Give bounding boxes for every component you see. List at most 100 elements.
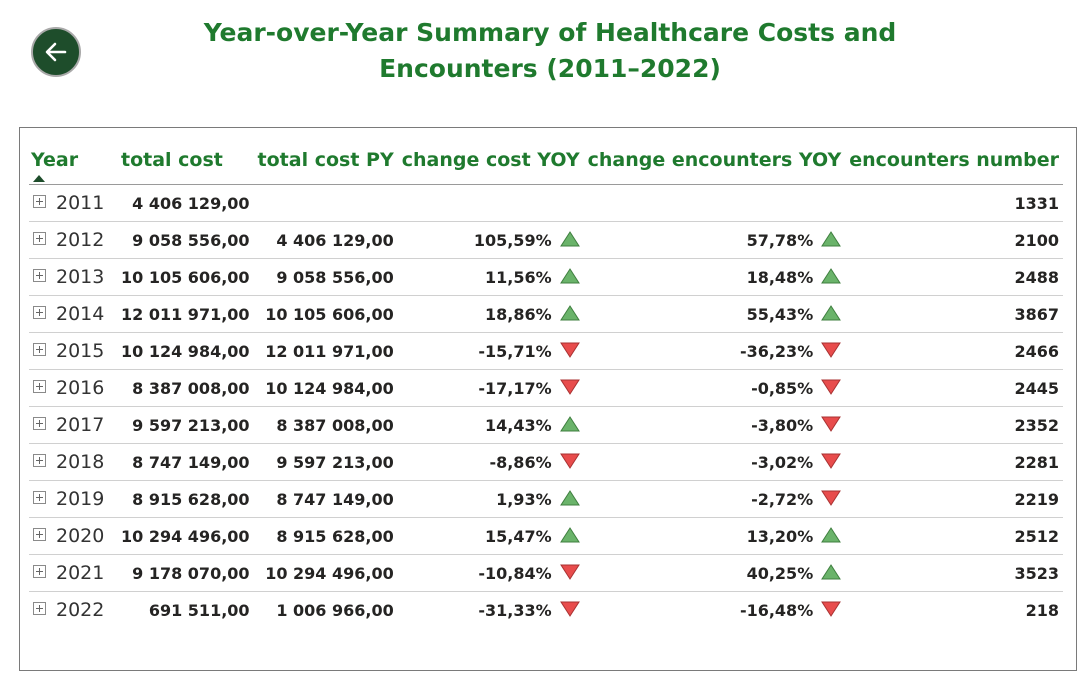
cell-total-cost-py-value: 9 058 556,00 bbox=[276, 267, 394, 287]
cell-total-cost-value: 8 747 149,00 bbox=[132, 452, 250, 472]
cell-total-cost-value: 9 178 070,00 bbox=[132, 563, 250, 583]
cell-encounters-number-value: 2352 bbox=[1014, 415, 1059, 435]
cell-year-value: 2018 bbox=[56, 451, 105, 473]
cell-year-value: 2016 bbox=[56, 377, 105, 399]
cell-year: 2014 bbox=[29, 295, 117, 333]
table-row: 2014 12 011 971,00 10 105 606,00 18,86% 55,4… bbox=[29, 295, 1063, 333]
column-header-total-cost[interactable]: total cost bbox=[117, 136, 254, 185]
cell-change-encounters-yoy-value: 55,43% bbox=[746, 304, 814, 324]
table-header-row: Year total cost total cost PY change cos… bbox=[29, 136, 1063, 185]
cell-change-cost-yoy bbox=[397, 184, 584, 222]
column-header-change-cost-yoy[interactable]: change cost YOY bbox=[397, 136, 584, 185]
cell-change-encounters-yoy-value: -2,72% bbox=[751, 489, 814, 509]
column-header-total-cost-py[interactable]: total cost PY bbox=[253, 136, 398, 185]
cell-total-cost: 8 915 628,00 bbox=[117, 480, 254, 518]
cell-encounters-number-value: 2466 bbox=[1014, 341, 1059, 361]
page-title: Year-over-Year Summary of Healthcare Cos… bbox=[200, 15, 900, 87]
cell-encounters-number: 2466 bbox=[845, 332, 1063, 370]
cell-encounters-number-value: 2445 bbox=[1014, 378, 1059, 398]
cell-encounters-number-value: 2281 bbox=[1014, 452, 1059, 472]
triangle-up-icon bbox=[821, 564, 842, 580]
column-header-encounters-number[interactable]: encounters number bbox=[845, 136, 1063, 185]
cell-total-cost-value: 4 406 129,00 bbox=[132, 193, 250, 213]
cell-change-cost-yoy: 15,47% bbox=[397, 517, 584, 555]
cell-encounters-number-value: 2512 bbox=[1014, 526, 1059, 546]
cell-total-cost-py: 8 915 628,00 bbox=[253, 517, 398, 555]
expand-plus-icon[interactable] bbox=[33, 528, 46, 541]
cell-change-cost-yoy-value: 18,86% bbox=[484, 304, 552, 324]
cell-change-encounters-yoy-value: -3,80% bbox=[751, 415, 814, 435]
triangle-up-icon bbox=[821, 527, 842, 543]
cell-total-cost: 8 387 008,00 bbox=[117, 369, 254, 407]
cell-total-cost: 4 406 129,00 bbox=[117, 184, 254, 222]
cell-total-cost-value: 691 511,00 bbox=[148, 600, 250, 620]
cell-encounters-number: 3523 bbox=[845, 554, 1063, 592]
cell-change-encounters-yoy: -3,80% bbox=[583, 406, 846, 444]
expand-plus-icon[interactable] bbox=[33, 417, 46, 430]
cell-encounters-number: 2281 bbox=[845, 443, 1063, 481]
triangle-down-icon bbox=[821, 342, 842, 358]
triangle-down-icon bbox=[821, 379, 842, 395]
table-row: 2018 8 747 149,00 9 597 213,00 -8,86% -3,02%… bbox=[29, 443, 1063, 481]
cell-year: 2013 bbox=[29, 258, 117, 296]
cell-change-encounters-yoy-value: -0,85% bbox=[751, 378, 814, 398]
cell-encounters-number-value: 218 bbox=[1025, 600, 1059, 620]
cell-change-encounters-yoy-value: 18,48% bbox=[746, 267, 814, 287]
triangle-down-icon bbox=[559, 379, 580, 395]
table-row: 2013 10 105 606,00 9 058 556,00 11,56% 18,48… bbox=[29, 258, 1063, 296]
cell-change-cost-yoy-value: 1,93% bbox=[496, 489, 552, 509]
cell-encounters-number: 2352 bbox=[845, 406, 1063, 444]
sort-ascending-icon[interactable] bbox=[33, 175, 45, 182]
column-header-change-encounters-yoy[interactable]: change encounters YOY bbox=[583, 136, 846, 185]
back-button[interactable] bbox=[31, 27, 81, 77]
triangle-up-icon bbox=[821, 268, 842, 284]
triangle-up-icon bbox=[559, 305, 580, 321]
cell-change-encounters-yoy: 57,78% bbox=[583, 221, 846, 259]
table-row: 2022 691 511,00 1 006 966,00 -31,33% -16,48%… bbox=[29, 592, 1063, 629]
column-header-year[interactable]: Year bbox=[29, 136, 117, 185]
table-row: 2021 9 178 070,00 10 294 496,00 -10,84% 40,2… bbox=[29, 554, 1063, 592]
cell-change-encounters-yoy: -16,48% bbox=[584, 592, 846, 629]
cell-change-encounters-yoy: 13,20% bbox=[583, 517, 846, 555]
cell-year-value: 2011 bbox=[56, 192, 105, 214]
cell-encounters-number: 2488 bbox=[845, 258, 1063, 296]
cell-change-encounters-yoy bbox=[583, 184, 846, 222]
cell-change-cost-yoy: 11,56% bbox=[397, 258, 584, 296]
cell-change-cost-yoy-value: -17,17% bbox=[478, 378, 552, 398]
cell-total-cost-value: 8 387 008,00 bbox=[132, 378, 250, 398]
expand-plus-icon[interactable] bbox=[33, 380, 46, 393]
cell-encounters-number: 1331 bbox=[845, 184, 1063, 222]
cell-year-value: 2019 bbox=[56, 488, 105, 510]
cell-change-encounters-yoy: 18,48% bbox=[583, 258, 846, 296]
cell-year: 2017 bbox=[29, 406, 117, 444]
expand-plus-icon[interactable] bbox=[33, 602, 46, 615]
table-row: 2019 8 915 628,00 8 747 149,00 1,93% -2,72% 2… bbox=[29, 480, 1063, 518]
expand-plus-icon[interactable] bbox=[33, 343, 46, 356]
cell-change-cost-yoy-value: -8,86% bbox=[489, 452, 552, 472]
cell-total-cost: 9 597 213,00 bbox=[117, 406, 254, 444]
cell-change-cost-yoy: -10,84% bbox=[397, 554, 584, 592]
cell-year-value: 2021 bbox=[56, 562, 105, 584]
cell-total-cost-py-value: 1 006 966,00 bbox=[276, 600, 394, 620]
cell-change-cost-yoy-value: -15,71% bbox=[478, 341, 552, 361]
cell-year-value: 2012 bbox=[56, 229, 105, 251]
expand-plus-icon[interactable] bbox=[33, 306, 46, 319]
cell-total-cost-py: 8 747 149,00 bbox=[253, 480, 398, 518]
expand-plus-icon[interactable] bbox=[33, 491, 46, 504]
cell-change-cost-yoy: -31,33% bbox=[398, 592, 584, 629]
expand-plus-icon[interactable] bbox=[33, 195, 46, 208]
cell-encounters-number: 218 bbox=[845, 592, 1063, 629]
cell-change-cost-yoy: 14,43% bbox=[397, 406, 584, 444]
cell-year: 2016 bbox=[29, 369, 117, 407]
triangle-down-icon bbox=[559, 453, 580, 469]
expand-plus-icon[interactable] bbox=[33, 232, 46, 245]
cell-change-encounters-yoy: -36,23% bbox=[583, 332, 846, 370]
arrow-left-icon bbox=[45, 42, 67, 62]
table-row: 2011 4 406 129,00 1331 bbox=[29, 184, 1063, 222]
page-title-line2: Encounters (2011–2022) bbox=[379, 54, 721, 83]
expand-plus-icon[interactable] bbox=[33, 454, 46, 467]
expand-plus-icon[interactable] bbox=[33, 269, 46, 282]
cell-year: 2015 bbox=[29, 332, 117, 370]
expand-plus-icon[interactable] bbox=[33, 565, 46, 578]
cell-change-encounters-yoy-value: 13,20% bbox=[746, 526, 814, 546]
